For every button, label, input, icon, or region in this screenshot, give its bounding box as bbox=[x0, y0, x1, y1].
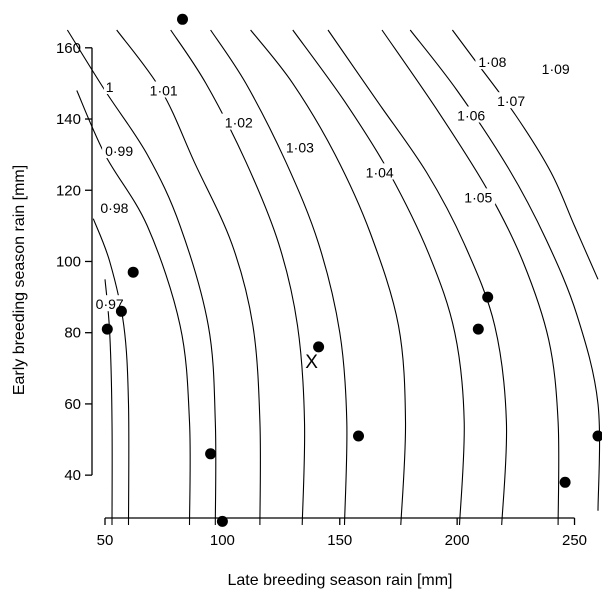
contour-label-bg bbox=[221, 113, 256, 130]
contour-label-bg bbox=[102, 142, 137, 159]
contour-line bbox=[170, 29, 306, 526]
axes: 40 60 80 100 120 140 160 50 100 150 200 250 bbox=[56, 40, 587, 549]
contour-line bbox=[327, 29, 508, 526]
contour-label: 1·01 bbox=[150, 83, 178, 99]
y-tick-label: 80 bbox=[64, 325, 81, 342]
contour-label: 0·99 bbox=[105, 143, 133, 159]
contour-label-bg bbox=[461, 188, 496, 205]
contour-label: 1·09 bbox=[542, 61, 570, 77]
contour-line bbox=[292, 29, 465, 526]
contour-label-bg bbox=[494, 92, 529, 109]
contour-label-bg bbox=[454, 106, 489, 123]
y-axis-label: Early breeding season rain [mm] bbox=[11, 165, 28, 395]
y-tick-label: 40 bbox=[64, 467, 81, 484]
contour-label: 1·05 bbox=[464, 189, 492, 205]
contour-line bbox=[451, 29, 599, 280]
contour-line bbox=[250, 29, 407, 526]
y-tick-label: 140 bbox=[56, 111, 81, 128]
contour-label: 1·06 bbox=[457, 108, 485, 124]
data-point bbox=[559, 476, 571, 488]
contour-label: 1·02 bbox=[225, 115, 253, 131]
contour-label-bg bbox=[103, 78, 116, 94]
contour-label-bg bbox=[146, 81, 181, 98]
contour-lines bbox=[66, 29, 601, 526]
x-tick-label: 200 bbox=[445, 532, 470, 549]
y-tick-label: 120 bbox=[56, 182, 81, 199]
data-point bbox=[205, 448, 217, 460]
data-point bbox=[101, 323, 113, 335]
contour-label: 1·04 bbox=[366, 164, 394, 180]
x-tick-label: 150 bbox=[327, 532, 352, 549]
data-points bbox=[101, 13, 602, 527]
x-tick-label: 250 bbox=[562, 532, 587, 549]
data-point bbox=[353, 430, 364, 442]
data-point bbox=[313, 341, 325, 353]
contour-line bbox=[210, 29, 348, 526]
contour-line bbox=[92, 218, 130, 526]
contour-label-bg bbox=[362, 163, 397, 180]
x-axis-label: Late breeding season rain [mm] bbox=[227, 572, 452, 589]
data-point bbox=[127, 266, 139, 278]
data-point bbox=[482, 291, 494, 303]
x-tick-label: 50 bbox=[97, 532, 114, 549]
contour-line bbox=[66, 29, 217, 526]
data-point bbox=[472, 323, 484, 335]
contour-label-bg bbox=[282, 138, 317, 155]
contour-line bbox=[104, 279, 113, 526]
contour-label-bg bbox=[97, 199, 132, 216]
x-marker: X bbox=[305, 352, 318, 373]
y-tick-label: 60 bbox=[64, 396, 81, 413]
y-tick-label: 160 bbox=[56, 40, 81, 57]
contour-labels: 0·970·980·991 1·011·021·031·041·051·061·0… bbox=[92, 53, 573, 312]
data-point bbox=[115, 305, 127, 317]
contour-label: 1·03 bbox=[286, 140, 314, 156]
contour-label: 1·07 bbox=[497, 93, 525, 109]
x-tick-label: 100 bbox=[210, 532, 235, 549]
data-point bbox=[592, 430, 602, 442]
contour-label: 1·08 bbox=[478, 54, 506, 70]
contour-line bbox=[381, 29, 560, 526]
x-marker-group: X bbox=[305, 352, 318, 373]
contour-label-bg bbox=[475, 53, 510, 70]
contour-line bbox=[409, 29, 601, 511]
contour-line bbox=[116, 29, 261, 526]
contour-label: 1 bbox=[106, 79, 114, 95]
contour-label-bg bbox=[538, 60, 573, 77]
contour-label: 0·98 bbox=[100, 200, 128, 216]
data-point bbox=[177, 13, 188, 25]
y-tick-label: 100 bbox=[56, 253, 81, 270]
